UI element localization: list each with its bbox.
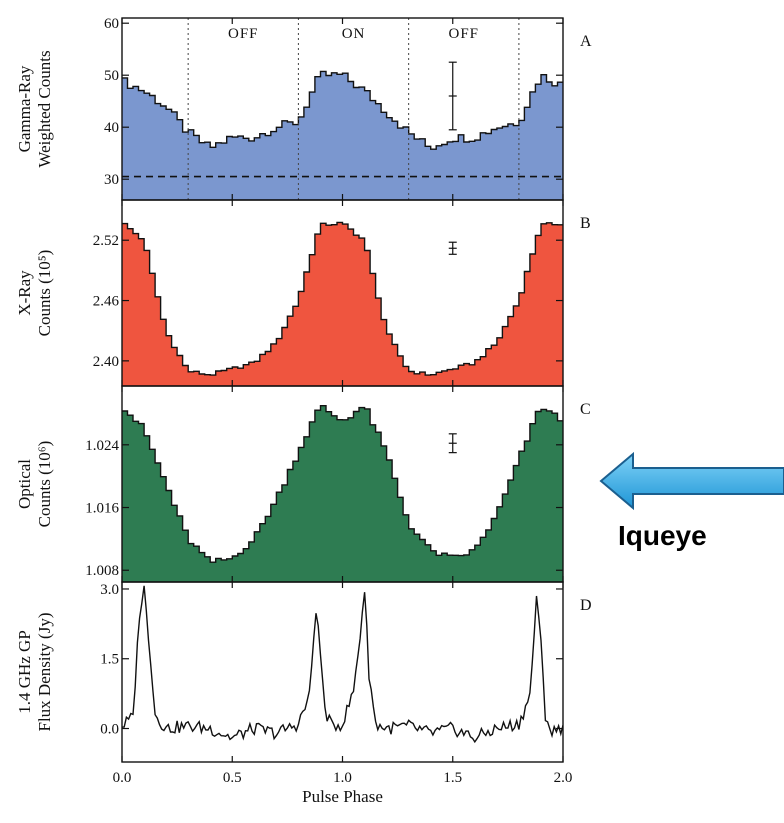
panel-B-ytick-label-2: 2.52	[93, 233, 119, 249]
panel-D-ytick-label-0: 0.0	[100, 722, 119, 738]
panel-B-ylabel-line-1: Counts (10⁵)	[35, 250, 54, 337]
panel-A-ytick-label-1: 40	[104, 120, 119, 136]
panel-A-ytick-label-0: 30	[104, 172, 119, 188]
panel-C-ytick-label-1: 1.016	[85, 501, 119, 517]
panel-D-plot-area	[122, 585, 563, 744]
xtick-label-3: 1.5	[443, 770, 462, 786]
panel-C-ytick-label-2: 1.024	[85, 438, 119, 454]
region-label-2: OFF	[449, 26, 480, 42]
panel-A-ytick-label-2: 50	[104, 68, 119, 84]
panel-A-plot-area	[122, 18, 563, 200]
panel-B-histogram-fill	[122, 222, 563, 386]
panel-B-ytick-label-0: 2.40	[93, 354, 119, 370]
xtick-label-4: 2.0	[554, 770, 573, 786]
panel-B-ylabel-line-0: X-Ray	[15, 270, 34, 316]
panel-A-ytick-label-3: 60	[104, 16, 119, 32]
panel-D-flux-line	[122, 585, 563, 744]
region-label-1: ON	[342, 26, 366, 42]
panel-A-ylabel-line-1: Weighted Counts	[35, 50, 54, 167]
panel-D-ylabel-line-0: 1.4 GHz GP	[15, 630, 34, 714]
xtick-label-1: 0.5	[223, 770, 242, 786]
panel-C-histogram-fill	[122, 405, 563, 582]
region-label-0: OFF	[228, 26, 259, 42]
panel-letter-A: A	[580, 33, 592, 50]
panels: OFF ON OFF 30 40 50 60 Gamma-Ray Weighted Counts…	[15, 16, 592, 806]
panel-C: 1.008 1.016 1.024 Optical Counts (10⁶) C	[15, 385, 591, 583]
panel-A-histogram-fill	[122, 71, 563, 200]
panel-C-plot-area	[122, 405, 563, 582]
panel-D-ytick-label-2: 3.0	[100, 582, 119, 598]
panel-A-ylabel-line-0: Gamma-Ray	[15, 65, 34, 152]
panel-C-histogram-step	[122, 405, 563, 563]
panel-C-ytick-label-0: 1.008	[85, 563, 119, 579]
xtick-label-2: 1.0	[333, 770, 352, 786]
panel-C-ylabel-line-0: Optical	[15, 459, 34, 509]
x-axis-title: Pulse Phase	[302, 787, 383, 806]
panel-B: 2.40 2.46 2.52 X-Ray Counts (10⁵) B	[15, 199, 591, 387]
panel-B-ytick-label-1: 2.46	[93, 294, 120, 310]
panel-B-plot-area	[122, 221, 563, 386]
panel-B-histogram-step	[122, 221, 563, 376]
panel-D-frame	[121, 581, 564, 763]
iqueye-label: Iqueye	[618, 520, 707, 551]
panel-letter-C: C	[580, 401, 591, 418]
panel-D-ytick-label-1: 1.5	[100, 652, 119, 668]
xtick-label-0: 0.0	[113, 770, 132, 786]
left-arrow-icon	[599, 451, 784, 511]
panel-A-histogram-step	[122, 70, 563, 150]
panel-A: OFF ON OFF 30 40 50 60 Gamma-Ray Weighted Counts…	[15, 16, 592, 201]
panel-letter-D: D	[580, 597, 592, 614]
panel-C-ylabel-line-1: Counts (10⁶)	[35, 441, 54, 528]
panel-letter-B: B	[580, 215, 591, 232]
panel-D-ylabel-line-1: Flux Density (Jy)	[35, 613, 54, 732]
panel-D: 0.0 1.5 3.0 1.4 GHz GP Flux Density (Jy) D 0.0…	[15, 581, 592, 806]
